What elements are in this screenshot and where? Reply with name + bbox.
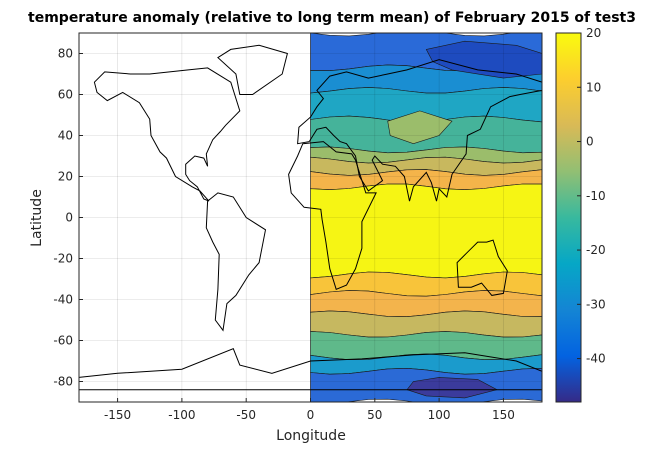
x-tick-label: -50 [236,408,256,422]
x-axis-ticks: -150 -100 -50 0 50 100 150 [104,398,515,422]
y-tick-label: 0 [65,211,73,225]
y-tick-label: 80 [58,47,73,61]
y-tick-label: 60 [58,88,73,102]
colorbar-tick-label: -10 [586,189,606,203]
y-axis-ticks: -80 -60 -40 -20 0 20 40 60 80 [53,47,83,389]
colorbar-tick-label: -40 [586,352,606,366]
y-tick-label: 20 [58,170,73,184]
x-tick-label: -100 [168,408,195,422]
colorbar-tick-label: 10 [586,80,601,94]
grid-lines [79,33,542,402]
contour-patch [425,40,542,79]
y-tick-label: -80 [53,375,73,389]
coastline [217,44,289,95]
coastline [79,348,542,391]
x-tick-label: 150 [492,408,515,422]
colorbar-tick-label: 0 [586,135,594,149]
anomaly-field [310,33,542,402]
x-tick-label: -150 [104,408,131,422]
y-tick-label: 40 [58,129,73,143]
x-tick-label: 100 [428,408,451,422]
contour-patch [406,377,498,399]
contour-band [310,183,542,279]
x-tick-label: 0 [307,408,315,422]
coastline [456,239,508,296]
coastline [93,67,241,202]
coastline [288,141,377,290]
colorbar-ticks: -40 -30 -20 -10 0 10 20 [577,26,606,366]
colorbar [555,32,582,403]
y-tick-label: -40 [53,293,73,307]
y-tick-label: -20 [53,252,73,266]
coastline [205,192,267,332]
colorbar-tick-label: -20 [586,243,606,257]
colorbar-tick-label: 20 [586,26,601,40]
x-tick-label: 50 [367,408,382,422]
colorbar-tick-label: -30 [586,297,606,311]
coastlines [79,44,542,391]
y-tick-label: -60 [53,334,73,348]
x-axis-label: Longitude [276,428,346,444]
chart-title: temperature anomaly (relative to long te… [28,10,636,26]
contour-patch [387,110,453,145]
y-axis-label: Latitude [29,189,45,247]
